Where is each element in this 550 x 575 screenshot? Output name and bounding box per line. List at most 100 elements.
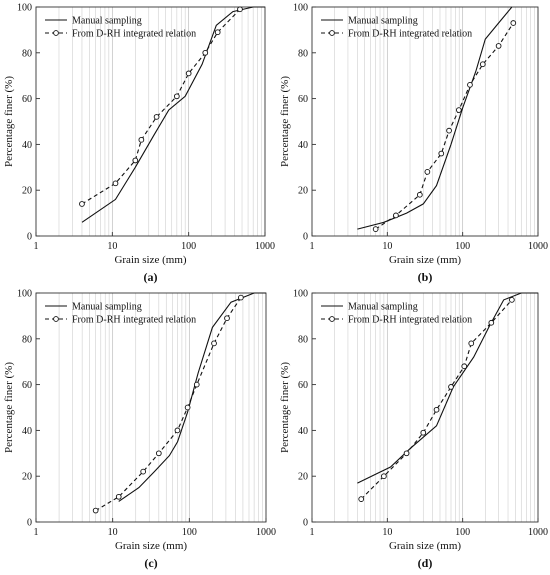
drh-curve-line <box>95 297 242 512</box>
data-point <box>115 493 122 500</box>
x-tick-label: 1000 <box>255 241 275 252</box>
data-point <box>238 294 244 301</box>
data-point <box>211 340 217 347</box>
data-point <box>420 429 427 436</box>
chart-panel-a: 0 20 40 60 80 100 1 10 100 1000 Grain size (mm) Per… <box>3 3 275 285</box>
y-tick-label: 100 <box>17 289 32 300</box>
data-point <box>153 114 160 120</box>
data-point <box>79 201 85 207</box>
x-tick-label: 10 <box>107 241 117 252</box>
drh-curve-line <box>375 22 514 230</box>
y-tick-label: 20 <box>298 186 308 197</box>
legend: Manual sampling From D-RH integrated rela… <box>321 16 472 40</box>
data-point <box>214 29 221 36</box>
series-drh-integrated <box>358 297 515 502</box>
panel-label: (d) <box>418 556 433 570</box>
plot-frame <box>35 6 266 237</box>
y-tick-label: 80 <box>22 48 32 59</box>
series-drh-integrated <box>372 20 517 232</box>
legend-marker-drh <box>329 316 335 322</box>
y-tick-label: 0 <box>303 518 308 529</box>
data-point <box>92 507 99 514</box>
grid-lines <box>334 293 535 522</box>
x-tick-label: 1 <box>310 527 315 538</box>
plot-frame <box>35 292 267 523</box>
data-point <box>479 61 486 68</box>
x-tick-label: 1 <box>310 241 315 252</box>
data-point <box>155 450 162 457</box>
series-manual-sampling <box>357 6 513 230</box>
panel-label: (a) <box>144 270 158 284</box>
y-tick-label: 40 <box>22 140 32 151</box>
y-tick-label: 80 <box>298 48 308 59</box>
data-point <box>138 136 145 143</box>
legend-label-drh: From D-RH integrated relation <box>72 315 196 326</box>
y-tick-label: 60 <box>22 380 32 391</box>
data-point <box>202 49 209 56</box>
data-point <box>448 384 454 390</box>
data-point <box>416 191 423 198</box>
grid-lines <box>58 293 263 522</box>
y-tick-label: 0 <box>303 232 308 243</box>
drh-curve-line <box>81 8 241 205</box>
y-tick-label: 60 <box>298 380 308 391</box>
x-tick-label: 10 <box>382 527 392 538</box>
data-point <box>193 381 200 388</box>
x-tick-label: 10 <box>108 527 118 538</box>
x-tick-label: 1 <box>34 527 39 538</box>
legend-label-manual: Manual sampling <box>72 16 142 27</box>
series-drh-integrated <box>79 6 243 207</box>
y-tick-label: 80 <box>298 334 308 345</box>
data-point <box>112 180 119 187</box>
y-axis-title: Percentage finer (%) <box>3 362 15 453</box>
legend-label-drh: From D-RH integrated relation <box>72 29 196 40</box>
data-point <box>381 473 387 480</box>
data-point <box>446 127 452 134</box>
data-point <box>461 363 468 370</box>
manual-curve-line <box>357 6 513 230</box>
x-tick-label: 100 <box>455 527 470 538</box>
x-tick-label: 1000 <box>256 527 276 538</box>
x-tick-label: 100 <box>182 527 197 538</box>
y-tick-label: 60 <box>298 94 308 105</box>
legend-label-manual: Manual sampling <box>348 16 418 27</box>
y-tick-label: 40 <box>22 426 32 437</box>
x-axis-title: Grain size (mm) <box>115 540 187 552</box>
y-tick-label: 0 <box>27 518 32 529</box>
plot-frame <box>311 292 539 523</box>
data-point <box>393 212 399 219</box>
data-point <box>174 427 181 434</box>
panel-label: (c) <box>144 556 157 570</box>
data-point <box>184 404 191 411</box>
x-axis-title: Grain size (mm) <box>114 254 186 266</box>
data-point <box>424 169 431 175</box>
data-point <box>495 43 502 49</box>
legend: Manual sampling From D-RH integrated rela… <box>321 302 472 326</box>
y-axis-title: Percentage finer (%) <box>279 76 291 167</box>
data-point <box>510 20 517 26</box>
x-tick-label: 1000 <box>528 527 548 538</box>
data-point <box>488 319 495 326</box>
y-tick-label: 100 <box>293 3 308 14</box>
data-point <box>173 93 180 100</box>
y-axis-title: Percentage finer (%) <box>279 362 291 453</box>
data-point <box>433 406 440 413</box>
data-point <box>456 107 462 113</box>
legend-marker-drh <box>329 30 335 36</box>
legend-label-manual: Manual sampling <box>348 302 418 313</box>
data-point <box>237 6 243 13</box>
y-tick-label: 20 <box>22 186 32 197</box>
data-point <box>403 450 410 457</box>
y-tick-label: 60 <box>22 94 32 105</box>
data-point <box>358 496 365 502</box>
y-tick-label: 0 <box>27 232 32 243</box>
data-point <box>438 150 445 157</box>
data-point <box>224 315 230 322</box>
x-tick-label: 100 <box>455 241 470 252</box>
chart-panel-d: 0 20 40 60 80 100 1 10 100 1000 Grain size (mm) Per… <box>279 289 548 571</box>
grid-lines <box>58 7 262 236</box>
legend-label-drh: From D-RH integrated relation <box>348 315 472 326</box>
data-point <box>467 82 473 88</box>
data-point <box>185 70 192 77</box>
